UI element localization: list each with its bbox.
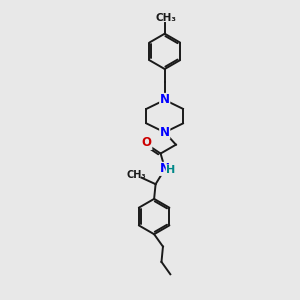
Text: H: H [166,165,176,175]
Text: N: N [159,162,170,175]
Text: N: N [160,126,170,139]
Text: O: O [142,136,152,149]
Text: CH₃: CH₃ [156,14,177,23]
Text: N: N [160,93,170,106]
Text: CH₃: CH₃ [126,170,146,180]
